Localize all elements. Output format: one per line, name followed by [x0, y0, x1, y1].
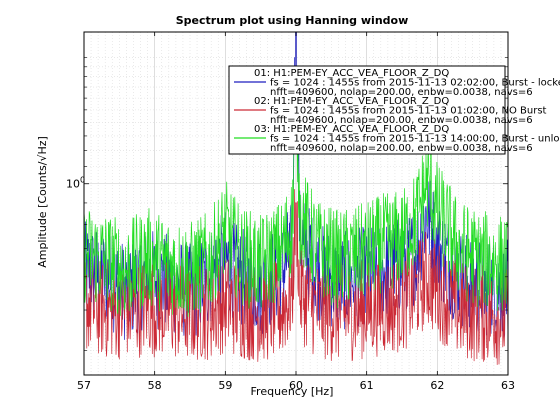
x-axis-label: Frequency [Hz]	[251, 385, 334, 398]
legend-text-3-2: fs = 1024 : 1455s from 2015-11-13 14:00:…	[270, 134, 560, 145]
legend-text-2-3: nfft=409600, nolap=200.00, enbw=0.0038, …	[270, 115, 533, 126]
legend-text-3-1: 03: H1:PEM-EY_ACC_VEA_FLOOR_Z_DQ	[254, 124, 449, 135]
legend-text-1-3: nfft=409600, nolap=200.00, enbw=0.0038, …	[270, 87, 533, 98]
legend-text-2-1: 02: H1:PEM-EY_ACC_VEA_FLOOR_Z_DQ	[254, 96, 449, 107]
y-axis-label: Amplitude [Counts/√Hz]	[36, 136, 49, 268]
legend-text-2-2: fs = 1024 : 1455s from 2015-11-13 01:02:…	[270, 106, 547, 117]
y-tick-label: 100	[66, 176, 85, 191]
ticks: 57 58 59 60 61 62 63 100	[66, 32, 515, 392]
x-tick-label: 59	[218, 379, 232, 392]
series-line-2	[83, 189, 509, 365]
chart-title: Spectrum plot using Hanning window	[176, 14, 409, 27]
legend-text-1-2: fs = 1024 : 1455s from 2015-11-13 02:02:…	[270, 78, 560, 89]
x-tick-label: 61	[360, 379, 374, 392]
x-tick-label: 58	[148, 379, 162, 392]
x-tick-label: 57	[77, 379, 91, 392]
legend-text-1-1: 01: H1:PEM-EY_ACC_VEA_FLOOR_Z_DQ	[254, 68, 449, 79]
x-tick-label: 60	[289, 379, 303, 392]
legend-text-3-3: nfft=409600, nolap=200.00, enbw=0.0038, …	[270, 143, 533, 154]
legend-box	[228, 65, 506, 155]
x-tick-label: 63	[501, 379, 515, 392]
x-tick-label: 62	[430, 379, 444, 392]
